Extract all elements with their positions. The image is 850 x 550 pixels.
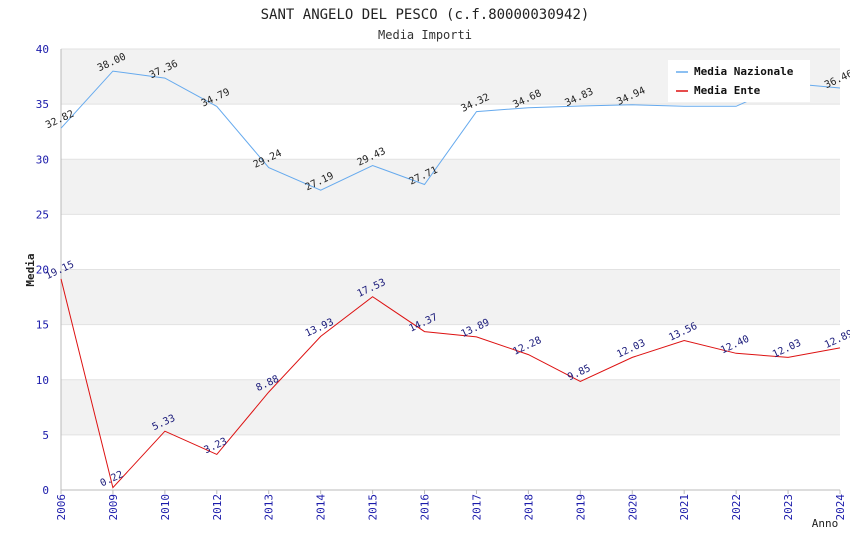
legend-label-media-ente: Media Ente (694, 84, 761, 97)
data-label: 0.22 (99, 469, 125, 489)
x-tick-label: 2023 (782, 494, 795, 521)
y-ticks: 0 5 10 15 20 25 30 35 40 (36, 43, 49, 497)
x-tick-label: 2012 (211, 494, 224, 521)
y-tick-label: 5 (42, 429, 49, 442)
x-tick-label: 2013 (263, 494, 276, 521)
x-tick-label: 2006 (55, 494, 68, 521)
y-tick-label: 10 (36, 374, 49, 387)
x-tick-label: 2019 (574, 494, 587, 521)
background-band (61, 269, 840, 325)
x-tick-label: 2022 (730, 494, 743, 521)
y-tick-label: 40 (36, 43, 49, 56)
data-label: 3.23 (203, 436, 229, 456)
background-bands (61, 49, 840, 435)
data-label: 12.89 (823, 328, 850, 351)
x-ticks: 2006 2009 2010 2012 2013 2014 2015 2016 2017 2018… (55, 490, 847, 521)
y-tick-label: 0 (42, 484, 49, 497)
x-tick-label: 2014 (315, 494, 328, 521)
legend-box (668, 60, 810, 102)
x-tick-label: 2009 (107, 494, 120, 521)
background-band (61, 379, 840, 435)
chart-subtitle: Media Importi (378, 28, 472, 42)
y-axis-label: Media (24, 253, 37, 286)
x-tick-label: 2015 (367, 494, 380, 521)
x-tick-label: 2016 (419, 494, 432, 521)
series-line-media-ente (60, 278, 841, 489)
background-band (61, 159, 840, 215)
x-tick-label: 2018 (522, 494, 535, 521)
y-tick-label: 35 (36, 98, 49, 111)
y-tick-label: 15 (36, 319, 49, 332)
data-label: 12.03 (615, 338, 647, 361)
x-tick-label: 2021 (678, 494, 691, 521)
x-tick-label: 2017 (470, 494, 483, 521)
x-tick-label: 2024 (834, 494, 847, 521)
series-line-media-nazionale (60, 70, 841, 191)
legend-label-media-nazionale: Media Nazionale (694, 65, 794, 78)
legend: Media Nazionale Media Ente (668, 60, 810, 102)
chart-title: SANT ANGELO DEL PESCO (c.f.80000030942) (261, 7, 590, 23)
y-tick-label: 25 (36, 208, 49, 221)
x-tick-label: 2010 (159, 494, 172, 521)
series-lines (60, 70, 841, 489)
x-tick-label: 2020 (626, 494, 639, 521)
y-tick-label: 30 (36, 153, 49, 166)
y-tick-label: 20 (36, 264, 49, 277)
x-axis-label: Anno (812, 517, 839, 530)
data-label: 32.82 (44, 109, 76, 132)
